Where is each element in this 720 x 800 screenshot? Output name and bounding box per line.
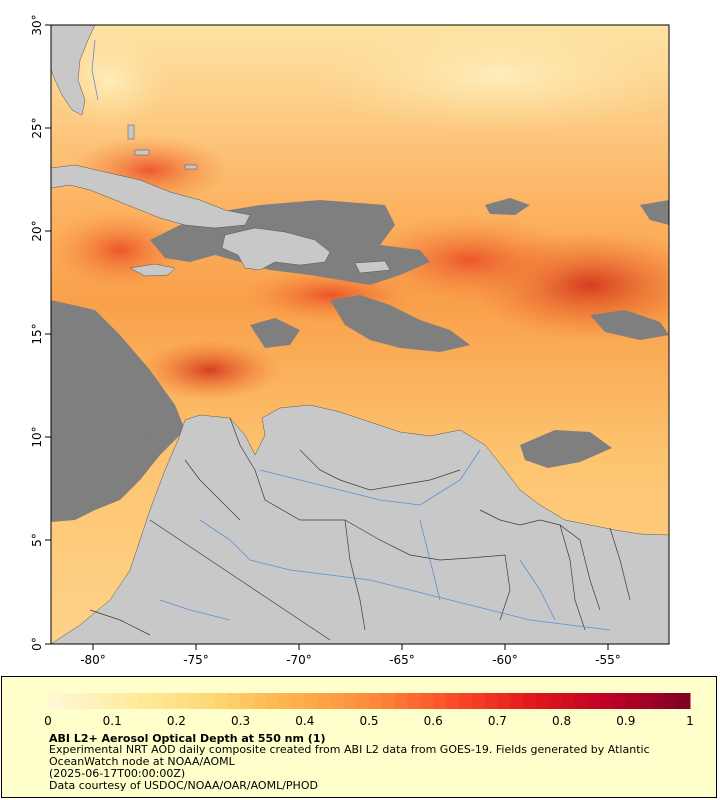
colorbar-cell — [214, 693, 229, 709]
colorbar-tick-label: 0.3 — [231, 714, 250, 728]
colorbar-cell — [677, 693, 691, 709]
legend-timestamp: (2025-06-17T00:00:00Z) — [49, 767, 186, 780]
lat-label-15: 15° — [30, 323, 44, 344]
colorbar-cell — [523, 693, 537, 709]
colorbar-cell — [163, 693, 177, 709]
colorbar-tick-label: 0.1 — [103, 714, 122, 728]
colorbar-tick-label: 0.7 — [488, 714, 507, 728]
colorbar-cell — [407, 693, 421, 709]
colorbar-cell — [291, 693, 306, 709]
lat-label-20: 20° — [30, 220, 44, 241]
colorbar-cell — [484, 693, 498, 709]
lon-label-60w: -60° — [492, 653, 518, 667]
colorbar-cell — [548, 693, 563, 709]
colorbar-cell — [587, 693, 601, 709]
colorbar-cell — [176, 693, 190, 709]
colorbar-cell — [150, 693, 165, 709]
colorbar-tick-label: 0.6 — [424, 714, 443, 728]
lat-label-0: 0° — [30, 637, 44, 651]
colorbar-cell — [638, 693, 652, 709]
colorbar-cell — [446, 693, 460, 709]
lon-label-75w: -75° — [183, 653, 209, 667]
lon-label-55w: -55° — [595, 653, 621, 667]
lat-label-10: 10° — [30, 426, 44, 447]
colorbar-cell — [317, 693, 331, 709]
legend-title: ABI L2+ Aerosol Optical Depth at 550 nm … — [49, 732, 326, 745]
colorbar-cell — [266, 693, 280, 709]
colorbar-cell — [73, 693, 88, 709]
legend-description: Experimental NRT AOD daily composite cre… — [49, 743, 650, 768]
country-borders — [89, 417, 631, 641]
legend-panel: 0 0.1 0.2 0.3 0.4 0.5 0.6 0.7 0.8 0.9 1 ABI L2+ Ae… — [1, 676, 717, 798]
colorbar-cell — [240, 693, 254, 709]
colorbar-cell — [651, 693, 665, 709]
colorbar-cell — [497, 693, 511, 709]
lat-label-5: 5° — [30, 533, 44, 547]
colorbar-cell — [369, 693, 383, 709]
land — [51, 25, 669, 644]
colorbar-cell — [612, 693, 627, 709]
colorbar-cell — [304, 693, 319, 709]
colorbar-tick-label: 0.8 — [552, 714, 571, 728]
lat-label-25: 25° — [30, 117, 44, 138]
legend-credit: Data courtesy of USDOC/NOAA/OAR/AOML/PHO… — [49, 779, 318, 792]
lon-label-80w: -80° — [80, 653, 106, 667]
colorbar-cell — [600, 693, 614, 709]
colorbar-cell — [202, 693, 216, 709]
colorbar-cell — [137, 693, 152, 709]
colorbar-tick-label: 0.5 — [359, 714, 378, 728]
colorbar-ticks: 0 0.1 0.2 0.3 0.4 0.5 0.6 0.7 0.8 0.9 1 — [44, 714, 694, 728]
colorbar-tick-label: 0.4 — [295, 714, 314, 728]
lon-axis: -80° -75° -70° -65° -60° -55° — [80, 644, 621, 667]
colorbar-cell — [227, 693, 242, 709]
lat-axis: 0° 5° 10° 15° 20° 25° 30° — [30, 14, 51, 651]
colorbar-cell — [433, 693, 447, 709]
colorbar-cell — [99, 693, 113, 709]
colorbar-cell — [664, 693, 678, 709]
colorbar-cell — [535, 693, 550, 709]
colorbar-cell — [561, 693, 575, 709]
colorbar-cell — [394, 693, 409, 709]
colorbar-cell — [458, 693, 473, 709]
colorbar: 0 0.1 0.2 0.3 0.4 0.5 0.6 0.7 0.8 0.9 1 — [44, 693, 694, 728]
colorbar-cell — [125, 693, 139, 709]
colorbar-cell — [510, 693, 524, 709]
lon-label-65w: -65° — [389, 653, 415, 667]
colorbar-cell — [343, 693, 357, 709]
colorbar-cell — [48, 693, 62, 709]
colorbar-tick-label: 0 — [44, 714, 52, 728]
colorbar-cell — [189, 693, 203, 709]
colorbar-cell — [625, 693, 640, 709]
colorbar-cell — [381, 693, 396, 709]
map-figure: 0° 5° 10° 15° 20° 25° 30° -80° -75° -70°… — [30, 14, 670, 667]
colorbar-cells — [48, 693, 691, 709]
colorbar-cell — [60, 693, 75, 709]
colorbar-cell — [279, 693, 293, 709]
colorbar-cell — [471, 693, 486, 709]
colorbar-tick-label: 0.2 — [167, 714, 186, 728]
colorbar-cell — [356, 693, 370, 709]
colorbar-tick-label: 0.9 — [616, 714, 635, 728]
colorbar-cell — [253, 693, 267, 709]
colorbar-cell — [330, 693, 344, 709]
colorbar-cell — [420, 693, 434, 709]
plot-area — [51, 25, 669, 644]
lon-label-70w: -70° — [286, 653, 312, 667]
colorbar-tick-label: 1 — [686, 714, 694, 728]
lat-label-30: 30° — [30, 14, 44, 35]
rivers — [91, 39, 611, 631]
colorbar-cell — [86, 693, 100, 709]
colorbar-cell — [112, 693, 126, 709]
colorbar-cell — [574, 693, 588, 709]
